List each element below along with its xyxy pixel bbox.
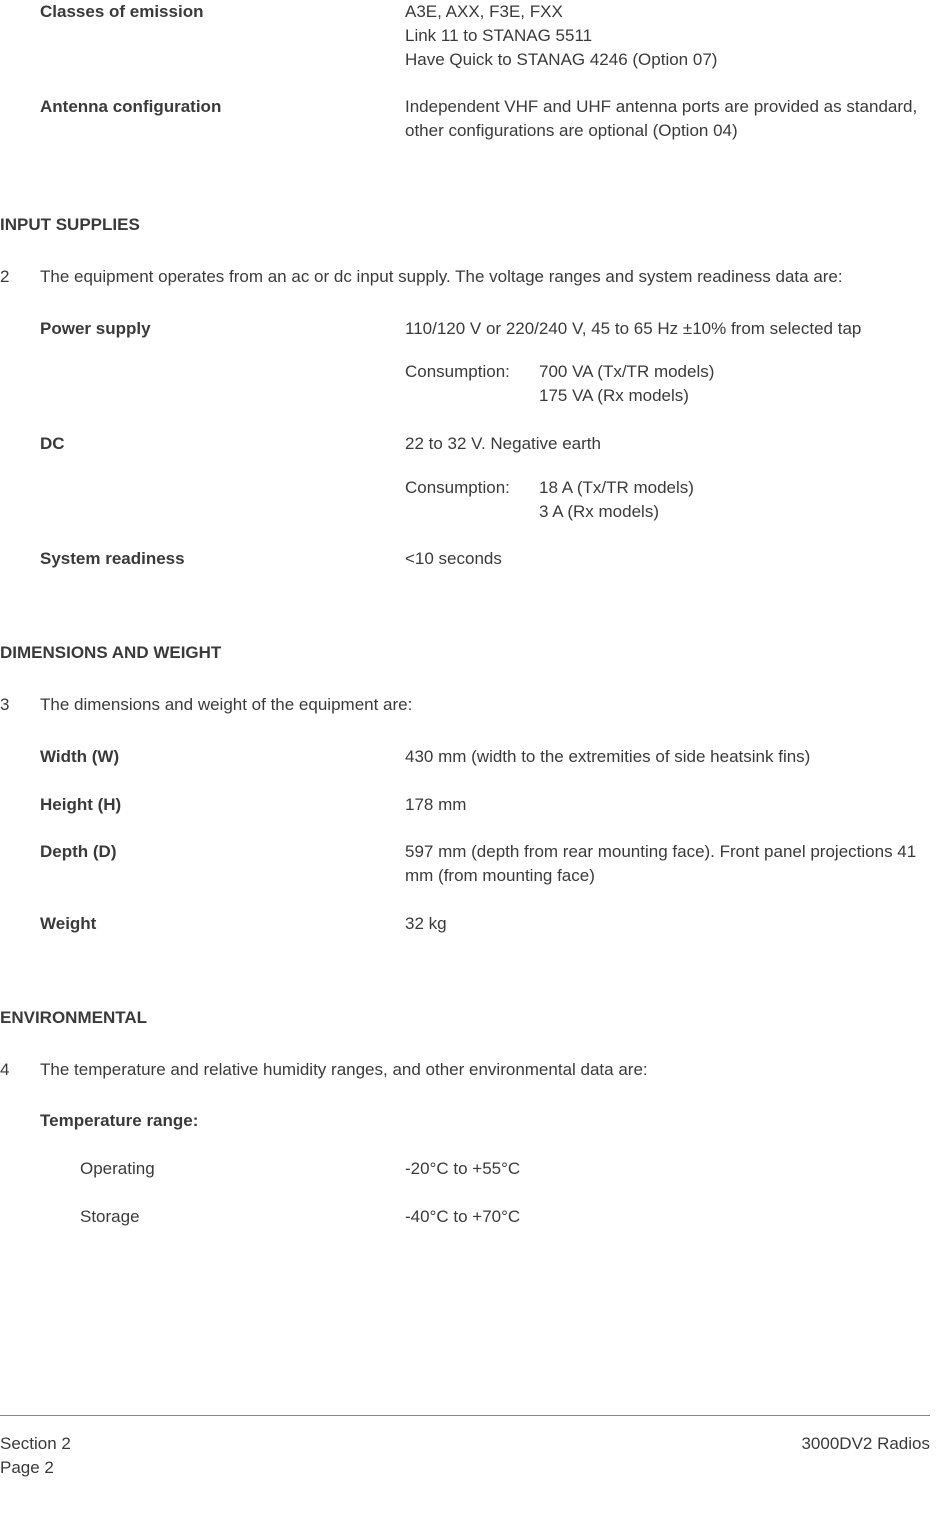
spec-line: Link 11 to STANAG 5511: [405, 24, 930, 48]
spec-row-width: Width (W) 430 mm (width to the extremiti…: [0, 745, 930, 769]
spec-value: -20°C to +55°C: [405, 1157, 930, 1181]
page-footer: Section 2 Page 2 3000DV2 Radios: [0, 1415, 930, 1480]
section-number: 3: [0, 693, 40, 717]
spec-value: Independent VHF and UHF antenna ports ar…: [405, 95, 930, 143]
consumption-line: 175 VA (Rx models): [539, 384, 930, 408]
consumption-line: 3 A (Rx models): [539, 500, 930, 524]
spec-label: Weight: [0, 912, 405, 936]
consumption-line: 18 A (Tx/TR models): [539, 476, 930, 500]
spec-label: DC: [0, 432, 405, 523]
spec-row-height: Height (H) 178 mm: [0, 793, 930, 817]
spec-value: 178 mm: [405, 793, 930, 817]
section-intro: 2 The equipment operates from an ac or d…: [0, 265, 930, 289]
spec-label: System readiness: [0, 547, 405, 571]
consumption-values: 700 VA (Tx/TR models) 175 VA (Rx models): [539, 360, 930, 408]
spec-value: <10 seconds: [405, 547, 930, 571]
spec-row-dc: DC 22 to 32 V. Negative earth Consumptio…: [0, 432, 930, 523]
spec-line: Independent VHF and UHF antenna ports ar…: [405, 95, 930, 143]
footer-section: Section 2: [0, 1432, 71, 1456]
spec-text: 22 to 32 V. Negative earth: [405, 434, 601, 453]
consumption-label: Consumption:: [405, 476, 539, 524]
section-text: The dimensions and weight of the equipme…: [40, 693, 930, 717]
section-heading-dimensions: DIMENSIONS AND WEIGHT: [0, 641, 930, 665]
temperature-range-label: Temperature range:: [0, 1109, 930, 1133]
spec-text: 110/120 V or 220/240 V, 45 to 65 Hz ±10%…: [405, 319, 861, 338]
spec-value: 110/120 V or 220/240 V, 45 to 65 Hz ±10%…: [405, 317, 930, 408]
footer-title: 3000DV2 Radios: [801, 1432, 930, 1480]
spec-value: 597 mm (depth from rear mounting face). …: [405, 840, 930, 888]
spec-row-operating: Operating -20°C to +55°C: [0, 1157, 930, 1181]
spec-value: 22 to 32 V. Negative earth Consumption: …: [405, 432, 930, 523]
section-number: 2: [0, 265, 40, 289]
spec-label: Height (H): [0, 793, 405, 817]
spec-line: Have Quick to STANAG 4246 (Option 07): [405, 48, 930, 72]
spec-row-depth: Depth (D) 597 mm (depth from rear mounti…: [0, 840, 930, 888]
consumption-row: Consumption: 18 A (Tx/TR models) 3 A (Rx…: [405, 476, 930, 524]
spec-value: 430 mm (width to the extremities of side…: [405, 745, 930, 769]
footer-page: Page 2: [0, 1456, 71, 1480]
section-intro: 4 The temperature and relative humidity …: [0, 1058, 930, 1082]
section-text: The equipment operates from an ac or dc …: [40, 265, 930, 289]
spec-row-antenna: Antenna configuration Independent VHF an…: [0, 95, 930, 143]
spec-line: A3E, AXX, F3E, FXX: [405, 0, 930, 24]
consumption-label: Consumption:: [405, 360, 539, 408]
spec-label: Operating: [0, 1157, 405, 1181]
spec-value: 32 kg: [405, 912, 930, 936]
spec-label: Power supply: [0, 317, 405, 408]
spec-value: A3E, AXX, F3E, FXX Link 11 to STANAG 551…: [405, 0, 930, 71]
section-heading-environmental: ENVIRONMENTAL: [0, 1006, 930, 1030]
spec-label: Antenna configuration: [0, 95, 405, 143]
spec-label: Depth (D): [0, 840, 405, 888]
section-heading-input-supplies: INPUT SUPPLIES: [0, 213, 930, 237]
spec-row-power-supply: Power supply 110/120 V or 220/240 V, 45 …: [0, 317, 930, 408]
spec-row-emission: Classes of emission A3E, AXX, F3E, FXX L…: [0, 0, 930, 71]
spec-value: -40°C to +70°C: [405, 1205, 930, 1229]
spec-row-system-readiness: System readiness <10 seconds: [0, 547, 930, 571]
section-text: The temperature and relative humidity ra…: [40, 1058, 930, 1082]
spec-row-storage: Storage -40°C to +70°C: [0, 1205, 930, 1229]
consumption-row: Consumption: 700 VA (Tx/TR models) 175 V…: [405, 360, 930, 408]
spec-label: Storage: [0, 1205, 405, 1229]
spec-row-weight: Weight 32 kg: [0, 912, 930, 936]
consumption-values: 18 A (Tx/TR models) 3 A (Rx models): [539, 476, 930, 524]
spec-label: Width (W): [0, 745, 405, 769]
section-intro: 3 The dimensions and weight of the equip…: [0, 693, 930, 717]
spec-label: Classes of emission: [0, 0, 405, 71]
footer-left: Section 2 Page 2: [0, 1432, 71, 1480]
section-number: 4: [0, 1058, 40, 1082]
consumption-line: 700 VA (Tx/TR models): [539, 360, 930, 384]
